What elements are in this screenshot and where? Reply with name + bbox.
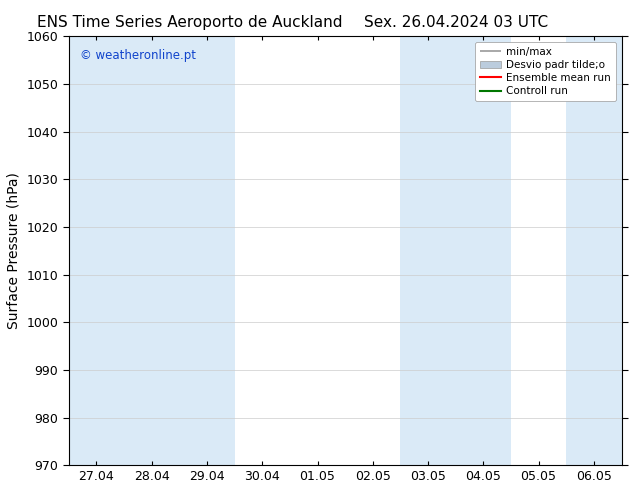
Text: ENS Time Series Aeroporto de Auckland: ENS Time Series Aeroporto de Auckland bbox=[37, 15, 343, 30]
Bar bbox=[456, 36, 511, 465]
Bar bbox=[179, 36, 235, 465]
Bar bbox=[69, 36, 124, 465]
Text: Sex. 26.04.2024 03 UTC: Sex. 26.04.2024 03 UTC bbox=[365, 15, 548, 30]
Legend: min/max, Desvio padr tilde;o, Ensemble mean run, Controll run: min/max, Desvio padr tilde;o, Ensemble m… bbox=[475, 42, 616, 101]
Bar bbox=[124, 36, 179, 465]
Bar bbox=[566, 36, 621, 465]
Text: © weatheronline.pt: © weatheronline.pt bbox=[80, 49, 196, 62]
Bar bbox=[401, 36, 456, 465]
Y-axis label: Surface Pressure (hPa): Surface Pressure (hPa) bbox=[7, 172, 21, 329]
